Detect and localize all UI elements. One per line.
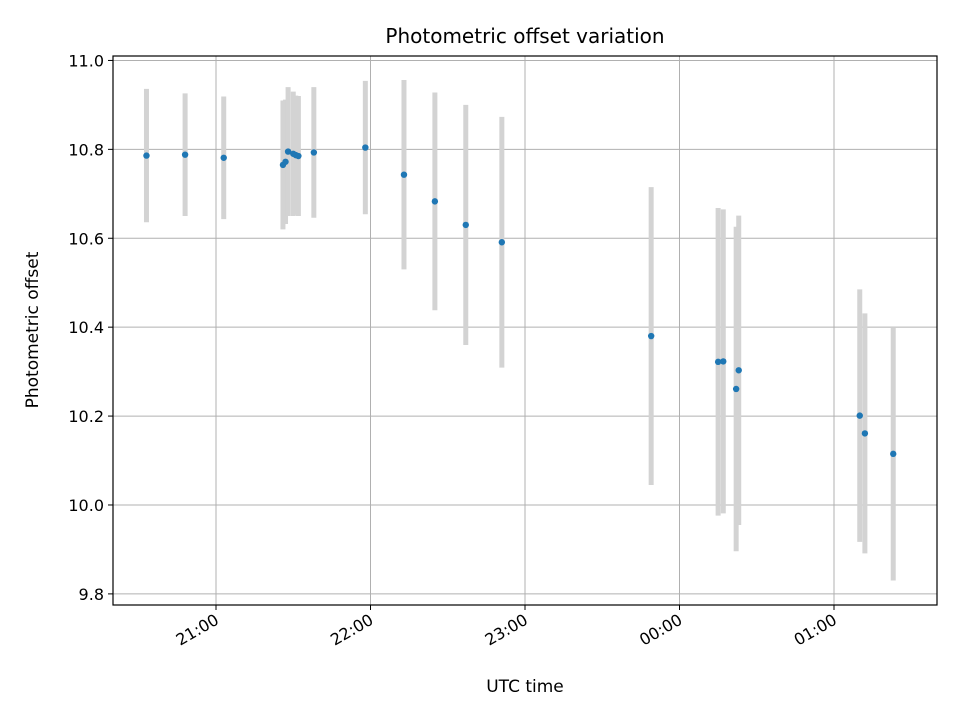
y-tick-label: 11.0 — [68, 51, 104, 70]
data-point — [220, 154, 227, 161]
data-point — [856, 412, 863, 419]
y-tick-label: 10.0 — [68, 496, 104, 515]
y-tick-label: 9.8 — [79, 585, 104, 604]
data-point — [861, 430, 869, 437]
y-tick-label: 10.8 — [68, 140, 104, 159]
data-point — [462, 221, 469, 229]
data-point — [143, 152, 150, 159]
y-tick-label: 10.6 — [68, 229, 104, 248]
data-point — [890, 450, 897, 458]
y-tick-label: 10.2 — [68, 407, 104, 426]
data-point — [284, 148, 292, 155]
data-point — [498, 239, 506, 246]
chart-title: Photometric offset variation — [385, 24, 664, 48]
data-point — [714, 358, 722, 366]
data-point — [735, 367, 742, 374]
point-layer — [143, 144, 897, 458]
data-point — [647, 332, 655, 340]
data-point — [431, 198, 439, 205]
y-tick-label: 10.4 — [68, 318, 104, 337]
grid-layer — [113, 56, 937, 605]
data-point — [720, 358, 727, 365]
data-point — [310, 149, 318, 156]
data-point — [400, 171, 408, 178]
data-point — [295, 152, 302, 160]
x-axis-label: UTC time — [486, 677, 564, 697]
data-point — [362, 144, 369, 151]
data-point — [282, 158, 289, 165]
data-point — [732, 385, 740, 393]
data-point — [181, 151, 189, 158]
y-axis-label: Photometric offset — [23, 251, 43, 408]
